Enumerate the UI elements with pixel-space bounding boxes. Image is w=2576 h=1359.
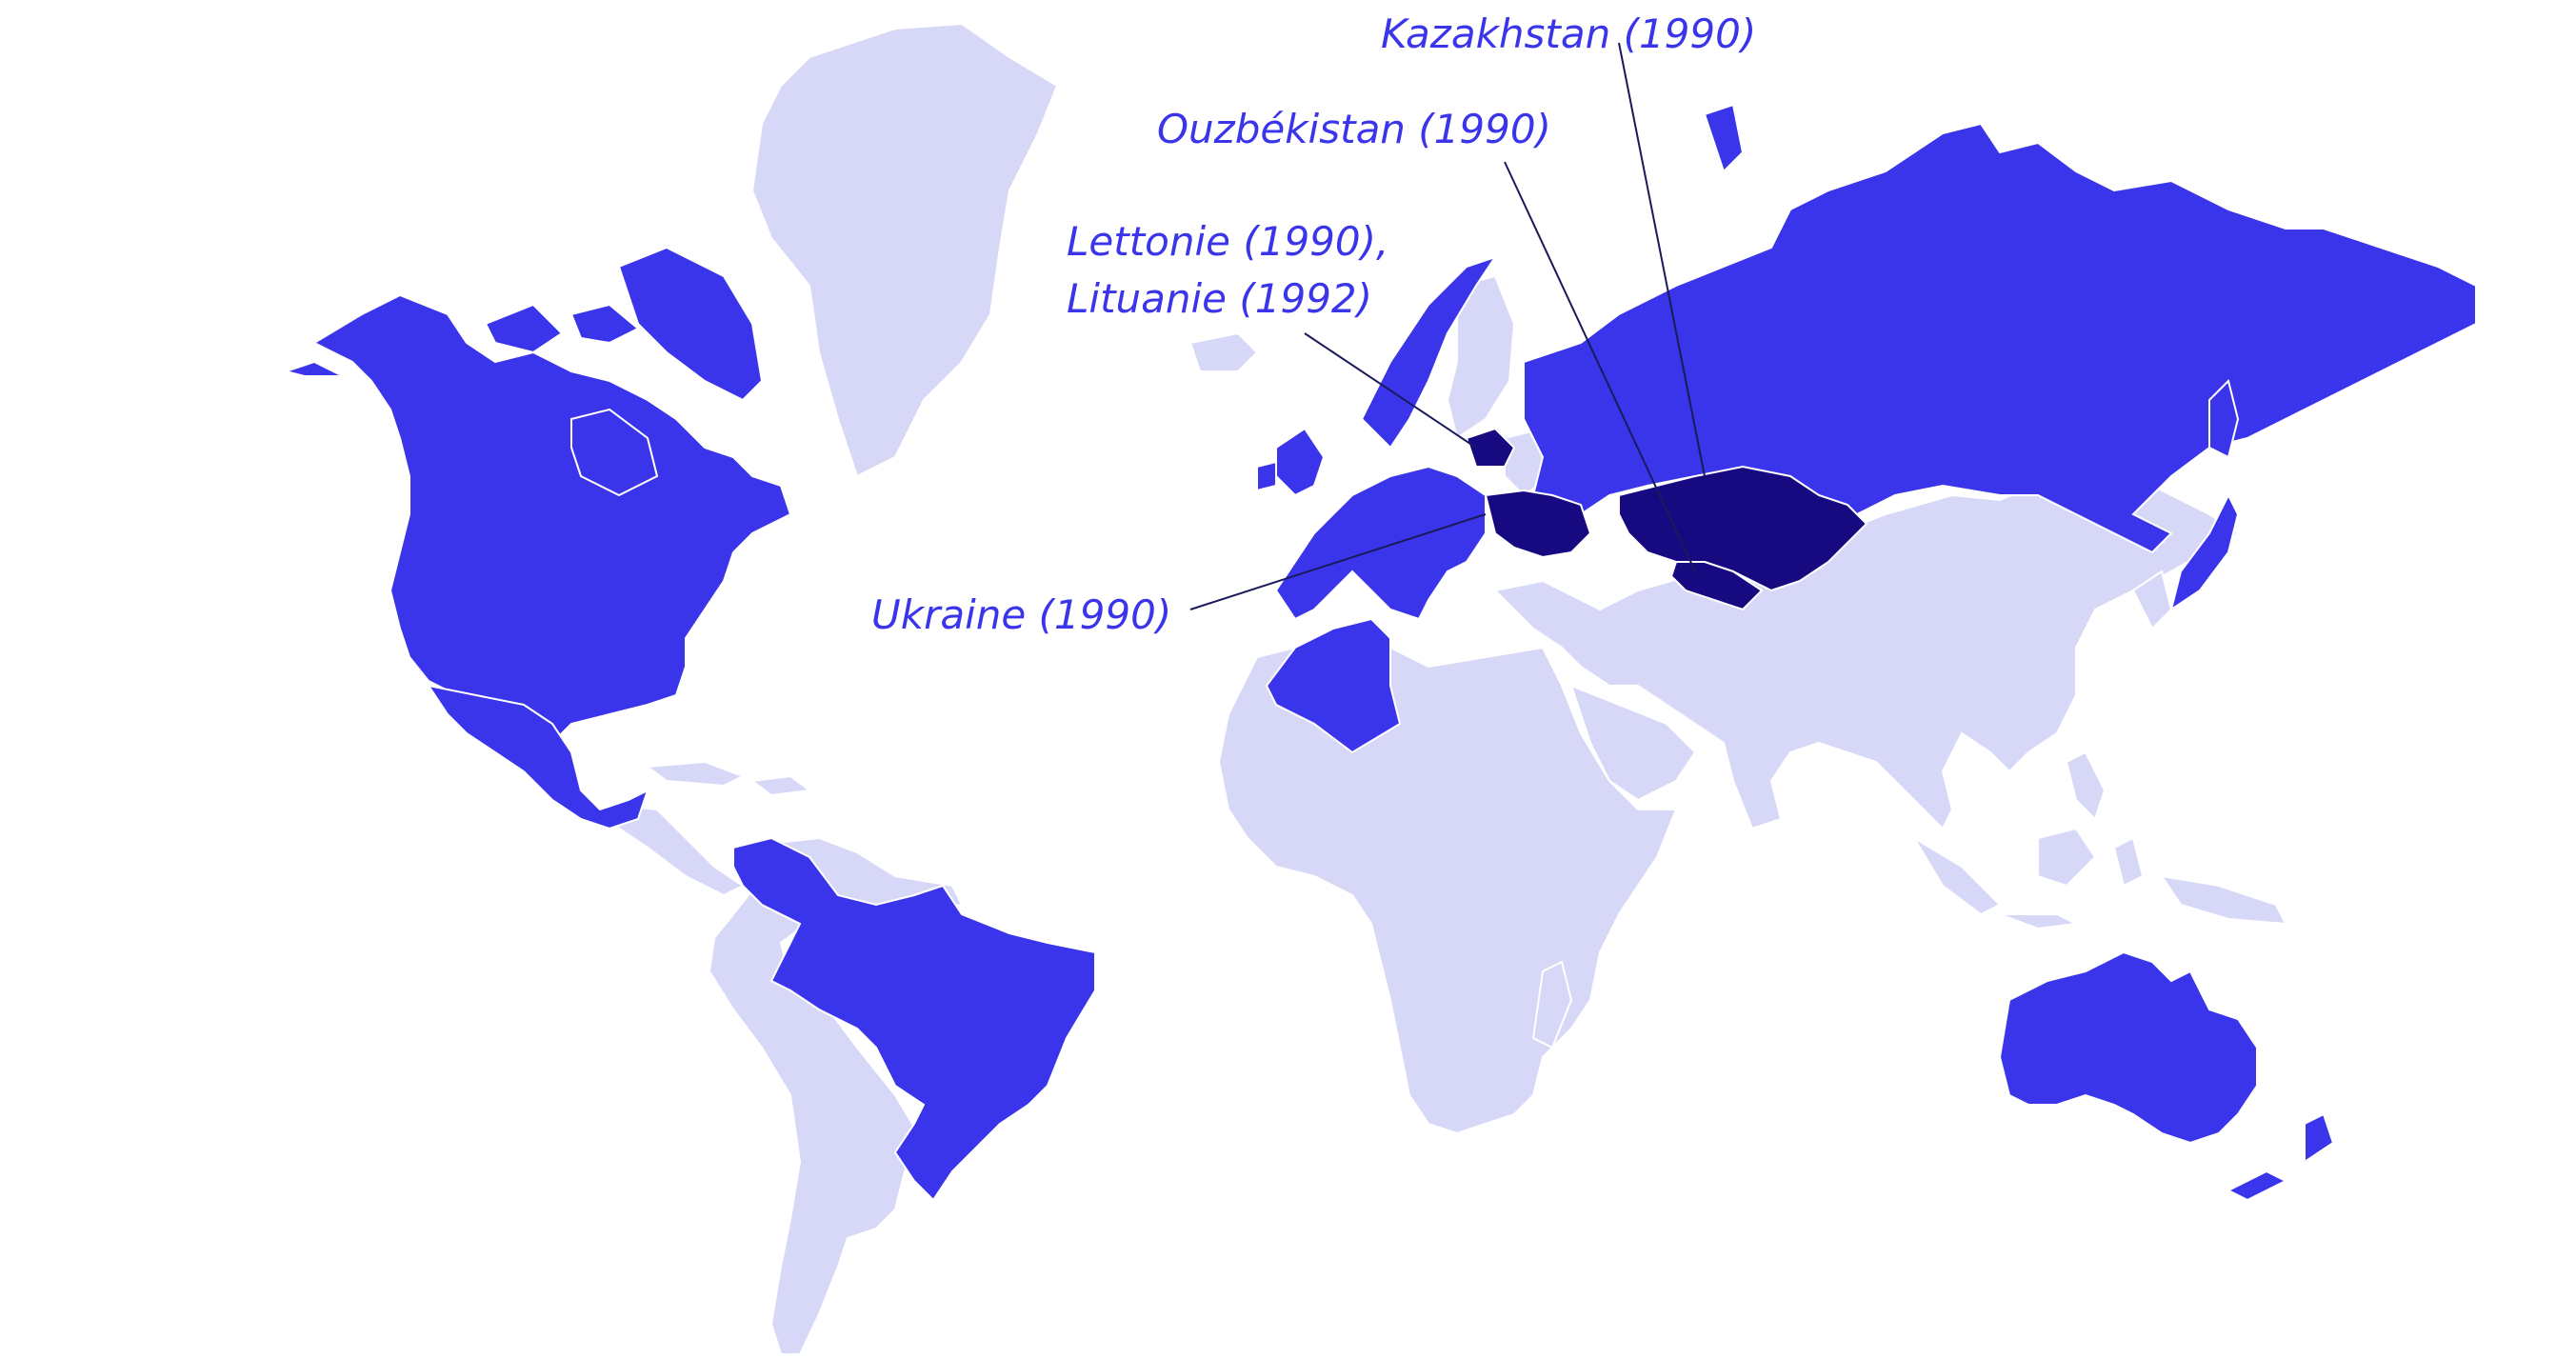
dark-land-group [1465, 427, 1868, 611]
madagascar [1531, 960, 1573, 1049]
alaska [282, 360, 344, 377]
ukraine [1484, 489, 1592, 559]
label-lituanie: Lituanie (1992) [1067, 275, 1372, 322]
new-zealand-south [2226, 1169, 2288, 1202]
cuba [645, 760, 746, 788]
medium-land-group [282, 103, 2477, 1202]
western-europe [1274, 465, 1487, 621]
united-kingdom [1275, 427, 1326, 497]
central-america [608, 803, 745, 897]
ellesmere [617, 246, 764, 402]
light-land-group [608, 22, 2287, 1355]
arctic-island-2 [569, 303, 640, 345]
indonesia-1 [1913, 837, 2002, 916]
south-america-highlight [732, 836, 1096, 1202]
label-lettonie: Lettonie (1990), [1067, 218, 1388, 265]
borneo [2037, 827, 2097, 888]
north-america [311, 293, 792, 745]
ukraine-leader-line [1189, 513, 1487, 610]
baffin-island [570, 408, 659, 497]
japan [2169, 492, 2240, 612]
philippines [2065, 750, 2107, 821]
indonesia-2 [1999, 913, 2080, 930]
asia-light [1492, 474, 2240, 830]
arabian-peninsula [1569, 684, 1697, 802]
north-africa [1265, 617, 1402, 754]
uzbekistan [1669, 561, 1764, 611]
kazakhstan [1618, 465, 1868, 592]
ouzbekistan-leader-line [1504, 161, 1696, 572]
iceland [1188, 331, 1259, 372]
ireland [1256, 460, 1277, 492]
sulawesi [2112, 836, 2145, 888]
finland-sweden [1446, 274, 1516, 440]
new-guinea [2159, 874, 2287, 926]
australia [1998, 950, 2258, 1145]
latvia-lithuania [1465, 427, 1516, 468]
norway [1360, 255, 1498, 450]
leader-lines [1189, 42, 1706, 610]
label-ouzbekistan: Ouzbékistan (1990) [1157, 106, 1551, 152]
greenland [750, 22, 1059, 478]
novaya-zemlya [1703, 103, 1745, 173]
label-ukraine: Ukraine (1990) [871, 591, 1171, 638]
arctic-island-1 [484, 303, 564, 354]
mexico [426, 684, 649, 830]
kazakhstan-leader-line [1618, 42, 1706, 477]
lettonie-leader-line [1304, 332, 1477, 449]
label-kazakhstan: Kazakhstan (1990) [1381, 10, 1756, 57]
hispaniola [749, 774, 812, 797]
sakhalin [2208, 379, 2240, 459]
labels: Kazakhstan (1990) Ouzbékistan (1990) Let… [871, 10, 1756, 638]
new-zealand [2304, 1112, 2335, 1164]
